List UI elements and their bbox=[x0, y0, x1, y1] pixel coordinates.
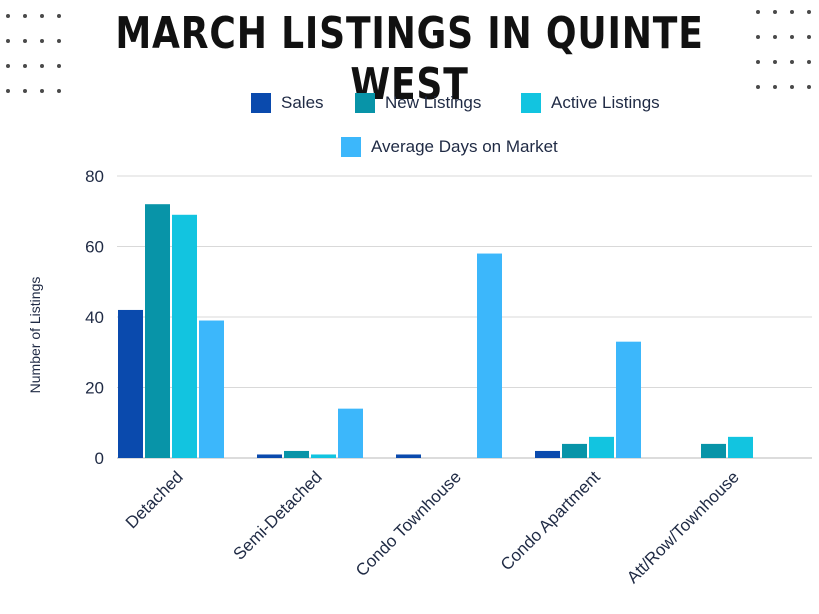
decorative-dot bbox=[40, 39, 44, 43]
legend-swatch-active-listings bbox=[521, 93, 541, 113]
decorative-dot bbox=[6, 64, 10, 68]
x-tick-label: Att/Row/Townhouse bbox=[623, 467, 743, 587]
decorative-dot bbox=[6, 39, 10, 43]
decorative-dot bbox=[773, 60, 777, 64]
bar bbox=[311, 454, 336, 458]
y-tick-label: 60 bbox=[85, 238, 104, 257]
decorative-dot bbox=[790, 35, 794, 39]
decorative-dot bbox=[790, 85, 794, 89]
bar bbox=[396, 454, 421, 458]
x-tick-label: Detached bbox=[122, 467, 187, 532]
legend-label-active-listings: Active Listings bbox=[551, 93, 660, 112]
decorative-dot bbox=[40, 89, 44, 93]
decorative-dot bbox=[6, 14, 10, 18]
y-tick-label: 20 bbox=[85, 379, 104, 398]
bar bbox=[145, 204, 170, 458]
decorative-dot bbox=[23, 89, 27, 93]
x-tick-label: Semi-Detached bbox=[230, 467, 326, 563]
bar bbox=[257, 454, 282, 458]
bar bbox=[728, 436, 753, 458]
decorative-dot bbox=[807, 10, 811, 14]
decorative-dot bbox=[773, 35, 777, 39]
decorative-dot bbox=[807, 60, 811, 64]
x-tick-label: Condo Townhouse bbox=[352, 467, 465, 580]
y-tick-label: 40 bbox=[85, 308, 104, 327]
x-tick-label: Condo Apartment bbox=[497, 467, 604, 574]
bar bbox=[118, 309, 143, 458]
bar bbox=[338, 408, 363, 458]
decorative-dot bbox=[773, 85, 777, 89]
bar bbox=[284, 450, 309, 458]
legend-item-average-days: Average Days on Market bbox=[341, 137, 558, 157]
decorative-dot bbox=[23, 64, 27, 68]
y-tick-label: 80 bbox=[85, 167, 104, 186]
decorative-dot bbox=[756, 10, 760, 14]
legend-label-sales: Sales bbox=[281, 93, 324, 112]
decorative-dot bbox=[790, 60, 794, 64]
decorative-dot bbox=[756, 85, 760, 89]
legend-item-new-listings: New Listings bbox=[355, 93, 481, 113]
bar bbox=[562, 443, 587, 458]
chart-title: MARCH LISTINGS IN QUINTE WEST bbox=[115, 8, 704, 110]
bar bbox=[172, 214, 197, 458]
bar bbox=[701, 443, 726, 458]
decorative-dot bbox=[807, 35, 811, 39]
decorative-dot bbox=[6, 89, 10, 93]
decorative-dot bbox=[23, 14, 27, 18]
bar bbox=[477, 253, 502, 458]
legend-swatch-new-listings bbox=[355, 93, 375, 113]
legend-item-sales: Sales bbox=[251, 93, 324, 113]
legend-swatch-sales bbox=[251, 93, 271, 113]
bar bbox=[589, 436, 614, 458]
legend-label-new-listings: New Listings bbox=[385, 93, 482, 112]
decorative-dots-right bbox=[756, 10, 816, 100]
decorative-dot bbox=[756, 60, 760, 64]
y-tick-label: 0 bbox=[95, 449, 104, 468]
decorative-dot bbox=[790, 10, 794, 14]
decorative-dot bbox=[23, 39, 27, 43]
bar bbox=[616, 341, 641, 458]
decorative-dot bbox=[57, 89, 61, 93]
decorative-dot bbox=[57, 14, 61, 18]
decorative-dot bbox=[807, 85, 811, 89]
bar bbox=[199, 320, 224, 458]
y-axis-label: Number of Listings bbox=[27, 277, 43, 394]
bar bbox=[535, 450, 560, 458]
decorative-dot bbox=[773, 10, 777, 14]
decorative-dot bbox=[40, 14, 44, 18]
legend-swatch-average-days bbox=[341, 137, 361, 157]
decorative-dot bbox=[57, 39, 61, 43]
legend-label-average-days: Average Days on Market bbox=[371, 137, 558, 156]
decorative-dots-left bbox=[6, 14, 66, 104]
decorative-dot bbox=[40, 64, 44, 68]
legend-item-active-listings: Active Listings bbox=[521, 93, 660, 113]
decorative-dot bbox=[756, 35, 760, 39]
decorative-dot bbox=[57, 64, 61, 68]
